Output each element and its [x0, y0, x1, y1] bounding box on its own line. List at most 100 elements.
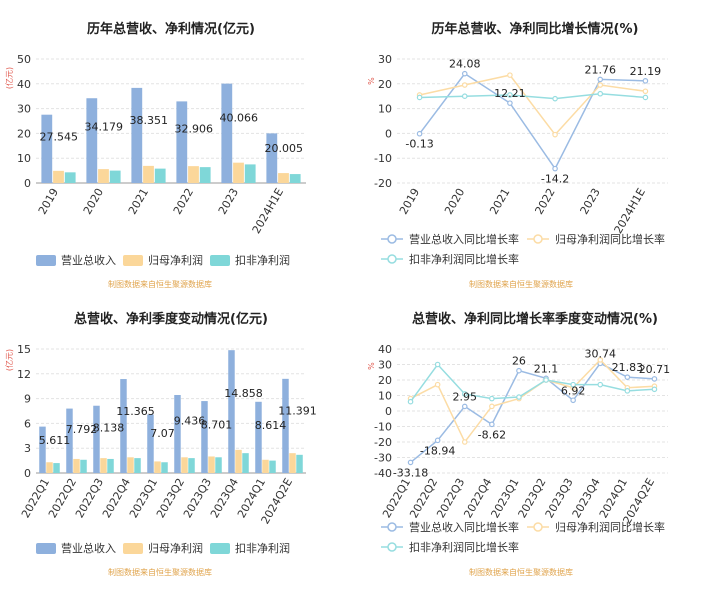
legend-marker: [387, 522, 397, 532]
data-label: 32.906: [175, 122, 214, 135]
point-2-2: [507, 92, 513, 98]
data-label: 21.76: [585, 63, 617, 76]
legend-label: 归母净利润: [148, 253, 203, 267]
point-0-2: [461, 403, 468, 410]
data-label: -33.18: [393, 466, 428, 479]
y-tick-label: 6: [24, 417, 31, 430]
y-tick-label: -10: [374, 152, 392, 165]
legend-label: 营业总收入: [61, 253, 116, 267]
chart-quarter_amount: 总营收、净利季度变动情况(亿元)(亿元)036912152022Q12022Q2…: [4, 311, 317, 577]
x-tick-label: 2021: [487, 186, 512, 217]
data-label: 11.365: [116, 405, 155, 418]
data-label: 8.614: [255, 419, 287, 432]
point-1-7: [597, 357, 604, 363]
legend-label: 营业总收入同比增长率: [409, 232, 519, 246]
point-2-8: [624, 388, 631, 394]
point-2-0: [407, 398, 414, 405]
legend-label: 扣非净利润同比增长率: [409, 540, 519, 554]
bar-0-1: [66, 408, 73, 473]
legend-marker: [533, 522, 543, 532]
point-0-3: [489, 421, 495, 428]
x-tick-label: 2021: [126, 186, 151, 217]
legend-label: 归母净利润同比增长率: [555, 232, 665, 246]
series-line-0: [410, 362, 655, 464]
y-tick-label: 15: [17, 343, 31, 356]
y-tick-label: 9: [24, 393, 31, 406]
data-label: 27.545: [40, 131, 79, 144]
data-label: 21.1: [534, 362, 559, 375]
point-0-4: [516, 367, 522, 374]
legend-swatch: [123, 543, 143, 554]
x-tick-label: 2019: [397, 186, 422, 217]
data-label: 34.179: [85, 120, 124, 133]
data-label: 12.21: [494, 87, 526, 100]
bar-2-2: [107, 458, 114, 473]
bar-0-4: [147, 414, 154, 473]
point-2-2: [461, 391, 468, 397]
legend-label: 扣非净利润: [235, 253, 290, 267]
legend-marker: [387, 254, 397, 264]
bar-0-8: [255, 401, 262, 473]
bar-1-2: [100, 458, 107, 473]
bar-0-0: [39, 426, 46, 473]
legend-swatch: [210, 255, 230, 266]
point-0-8: [624, 374, 631, 380]
y-tick-label: 20: [17, 127, 31, 140]
point-0-0: [416, 130, 423, 137]
chart-title: 总营收、净利季度变动情况(亿元): [74, 311, 268, 327]
point-1-2: [507, 72, 513, 78]
data-label: 21.83: [612, 361, 644, 374]
y-tick-label: 30: [378, 53, 392, 66]
data-label: 24.08: [449, 58, 481, 71]
bar-0-1: [86, 98, 98, 183]
bar-2-4: [161, 462, 168, 473]
data-label: 5.611: [39, 434, 71, 447]
y-tick-label: 10: [17, 152, 31, 165]
y-tick-label: 50: [17, 53, 31, 66]
data-label: 6.92: [561, 384, 586, 397]
point-0-3: [552, 165, 558, 172]
x-tick-label: 2024H1E: [612, 186, 648, 236]
chart-title: 历年总营收、净利情况(亿元): [87, 21, 255, 37]
point-2-5: [642, 94, 649, 101]
point-2-6: [570, 381, 576, 388]
chart-title: 总营收、净利同比增长率季度变动情况(%): [412, 311, 658, 327]
series-line-0: [418, 72, 646, 171]
point-0-0: [407, 459, 414, 466]
bar-0-5: [174, 394, 181, 473]
bar-1-1: [73, 458, 80, 473]
point-0-6: [570, 397, 576, 404]
bar-1-0: [53, 170, 64, 183]
y-tick-label: 0: [385, 405, 392, 418]
point-1-5: [642, 88, 649, 95]
data-label: -8.62: [478, 428, 506, 441]
legend-marker: [387, 542, 397, 552]
legend-swatch: [123, 255, 143, 266]
point-2-5: [543, 377, 549, 383]
y-tick-label: 0: [385, 127, 392, 140]
source-note: 制图数据来自恒生聚源数据库: [469, 567, 573, 577]
y-tick-label: 20: [378, 78, 392, 91]
data-label: 8.138: [93, 421, 125, 434]
data-label: 30.74: [585, 347, 617, 360]
point-2-4: [516, 394, 522, 400]
bar-1-2: [143, 165, 154, 183]
legend-marker: [387, 234, 397, 244]
bar-2-9: [296, 454, 303, 473]
chart-quarter_growth: 总营收、净利同比增长率季度变动情况(%)% -40 -30 -20 -10 0 10 20 30…: [367, 311, 670, 577]
source-note: 制图数据来自恒生聚源数据库: [108, 279, 212, 289]
bar-0-6: [201, 401, 208, 473]
legend-label: 扣非净利润同比增长率: [409, 252, 519, 266]
bar-2-1: [80, 459, 87, 473]
point-0-4: [597, 76, 604, 83]
point-2-3: [489, 395, 495, 402]
source-note: 制图数据来自恒生聚源数据库: [469, 279, 573, 289]
x-tick-label: 2022: [532, 186, 557, 217]
x-tick-label: 2022: [171, 186, 196, 217]
point-2-4: [597, 90, 604, 97]
bar-2-4: [244, 164, 256, 183]
data-label: 9.436: [174, 415, 206, 428]
bar-0-7: [228, 350, 235, 473]
